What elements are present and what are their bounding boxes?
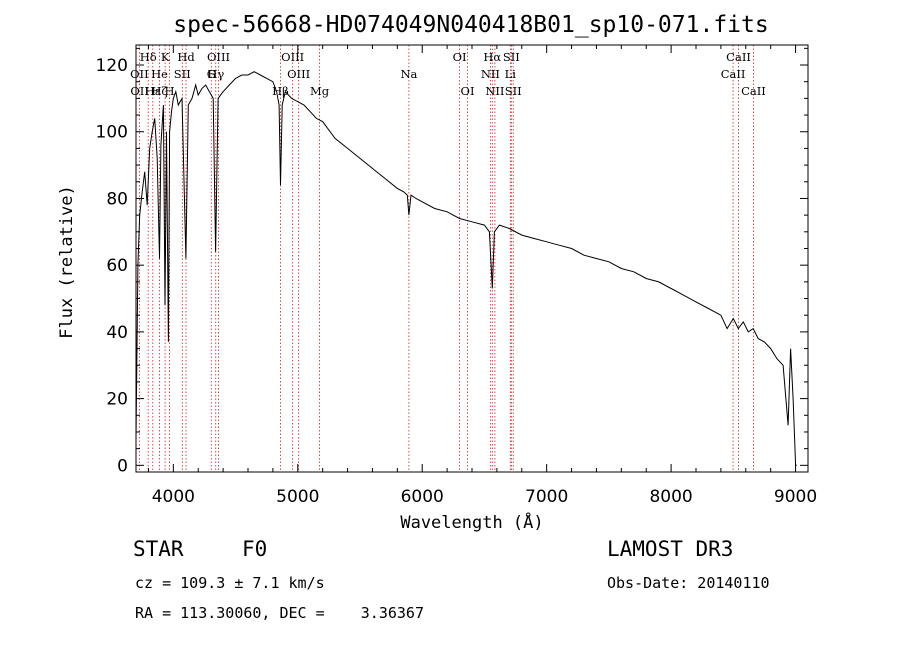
line-marker-label: Hγ [207,67,224,81]
line-marker-label: Hδ [140,50,157,64]
line-marker-label: SII [503,50,520,64]
x-tick-label: 6000 [401,487,444,507]
survey-name: LAMOST DR3 [607,537,734,561]
spectral-line-markers [138,45,754,472]
line-marker-label: CaII [741,84,766,98]
line-marker-label: OI [461,84,475,98]
line-marker-label: Hζ [151,84,167,98]
line-marker-label: K [161,50,170,64]
line-marker-label: CaII [726,50,751,64]
observation-date: Obs-Date: 20140110 [607,574,770,592]
line-marker-label: CaII [721,67,746,81]
line-marker-label: OIII [287,67,310,81]
chart-title: spec-56668-HD074049N040418B01_sp10-071.f… [173,12,768,38]
line-marker-label: OIII [207,50,230,64]
line-marker-label: OII [130,67,149,81]
ra-dec-coordinates: RA = 113.30060, DEC = 3.36367 [135,604,424,622]
line-marker-label: Na [400,67,417,81]
line-marker-label: SII [505,84,522,98]
line-marker-label: Hα [483,50,501,64]
y-tick-label: 100 [96,123,128,143]
y-tick-label: 0 [117,456,128,476]
line-marker-label: OII [130,84,149,98]
spectral-subclass: F0 [242,537,268,561]
spectrum-line [135,71,797,466]
line-marker-label: SII [174,67,191,81]
y-tick-label: 80 [106,189,128,209]
line-marker-label: OI [453,50,467,64]
x-tick-label: 8000 [649,487,692,507]
x-axis-label: Wavelength (Å) [400,511,543,533]
line-marker-label: Mg [310,84,330,98]
line-marker-label: H [164,84,174,98]
y-axis-label: Flux (relative) [57,185,77,339]
line-marker-label: He [151,67,168,81]
y-tick-label: 20 [106,390,128,410]
object-type: STAR [133,537,184,561]
x-tick-label: 4000 [152,487,195,507]
y-tick-label: 120 [96,56,128,76]
y-axis-ticks: 0 20 40 60 80 100 120 [96,47,808,476]
line-marker-label: OIII [281,50,304,64]
line-marker-label: G [207,67,216,81]
x-tick-label: 9000 [774,487,817,507]
line-marker-label: NII [485,84,504,98]
line-marker-label: NII [481,67,500,81]
y-tick-label: 40 [106,323,128,343]
line-marker-label: Li [505,67,517,81]
y-tick-label: 60 [106,256,128,276]
plot-frame [135,44,809,473]
x-tick-label: 7000 [525,487,568,507]
line-marker-label: Hd [177,50,195,64]
redshift-velocity: cz = 109.3 ± 7.1 km/s [135,574,325,592]
x-tick-label: 5000 [276,487,319,507]
x-axis-ticks: 4000 5000 6000 7000 8000 9000 [147,45,817,507]
line-marker-label: Hε [145,84,161,98]
